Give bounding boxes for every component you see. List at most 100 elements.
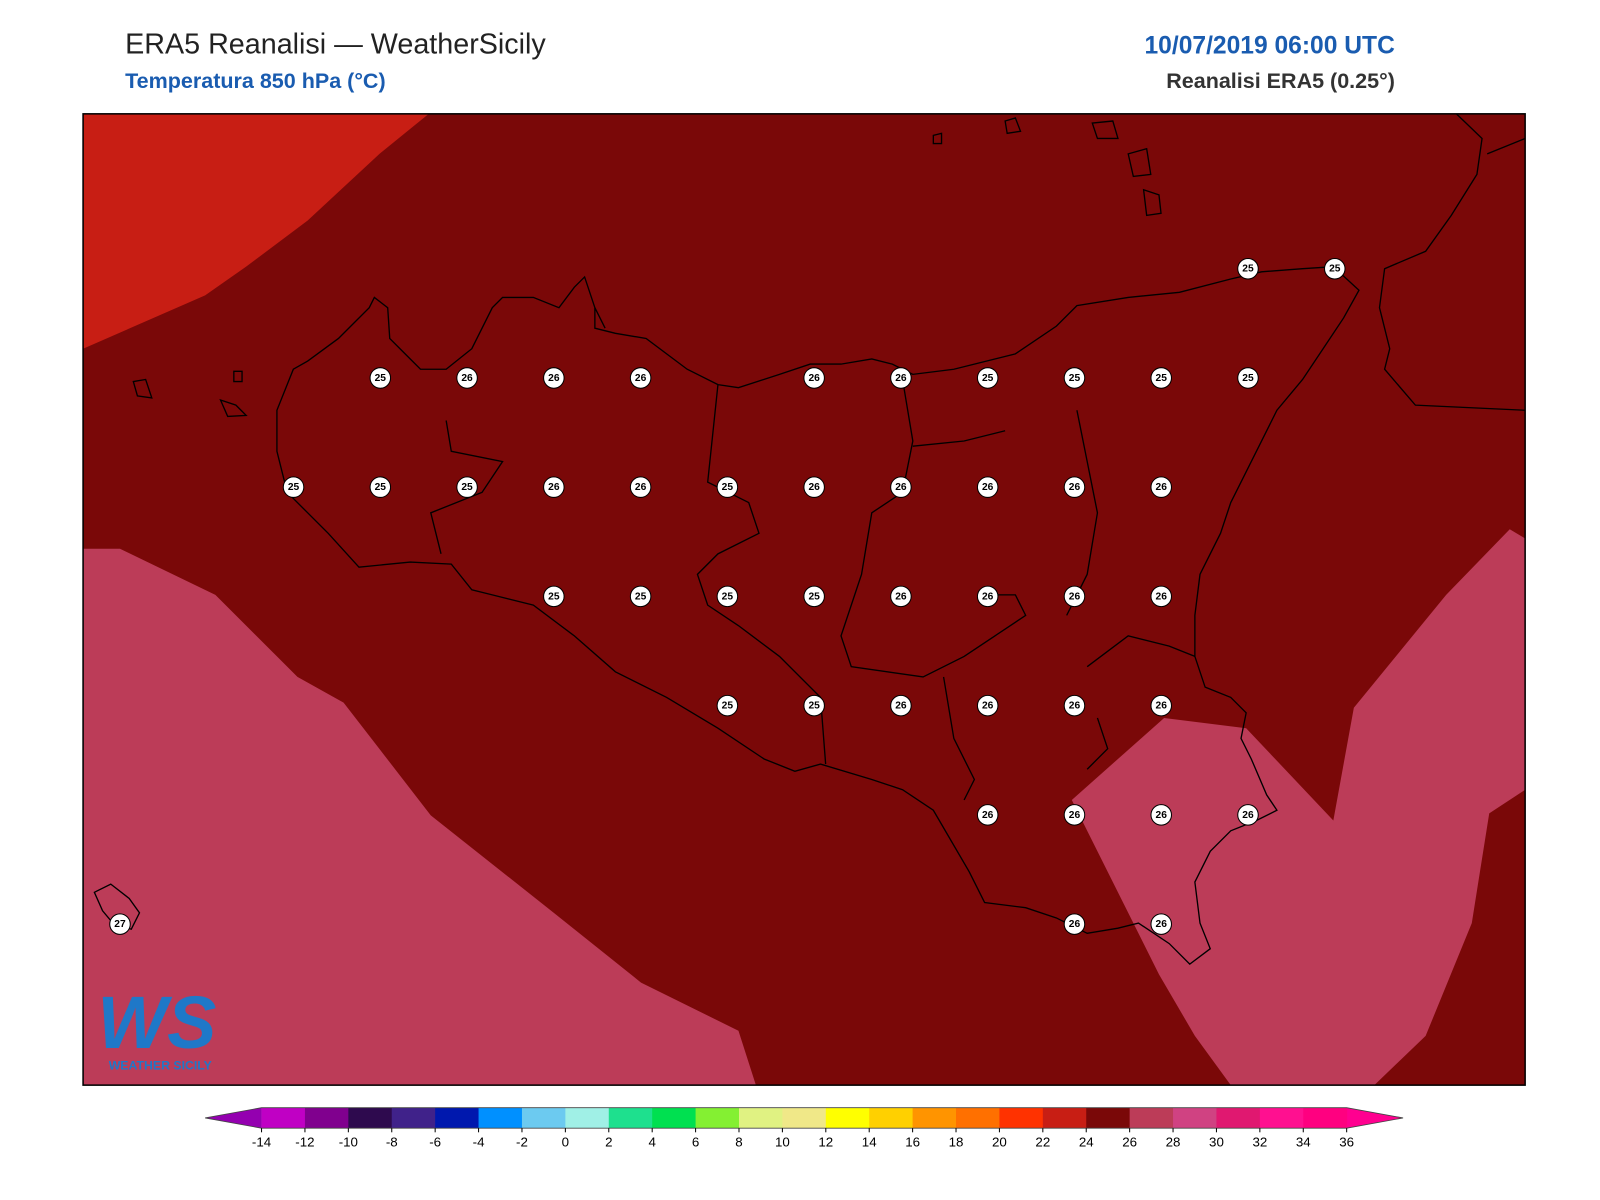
point-marker [716,476,739,498]
colorbar-tick-label: 22 [1035,1135,1050,1150]
colorbar-segment [565,1107,610,1129]
colorbar-tick-label: 10 [775,1135,790,1150]
point: 25 [1324,257,1346,280]
point-label: 25 [808,701,820,712]
point: 25 [282,476,305,498]
point-marker [1324,257,1346,280]
islands [93,117,1162,931]
point: 26 [976,476,999,498]
point-label: 25 [548,591,560,602]
point: 25 [629,585,652,608]
point-marker [1237,804,1259,826]
field-22-24 [83,113,429,349]
colorbar-segment [1259,1107,1304,1129]
point-label: 26 [1156,591,1168,602]
colorbar-tick-label: -6 [429,1135,441,1150]
source: Reanalisi ERA5 (0.25°) [1166,69,1395,93]
point-values: 25 25 25 26 26 26 26 26 25 25 25 25 25 25 25 26 26 25 26 26… [109,257,1346,935]
point-label: 26 [1069,919,1081,930]
colorbar-tick-label: 18 [949,1135,964,1150]
point-marker [1063,804,1086,826]
colorbar-segment [304,1107,349,1129]
field-26-28 [1071,529,1526,1086]
colorbar-tick-label: 34 [1296,1135,1311,1150]
point-label: 26 [895,701,907,712]
point-label: 26 [1069,482,1081,493]
point-marker [1150,913,1172,935]
point: 26 [890,476,912,498]
point: 26 [890,367,912,389]
point: 25 [1063,367,1086,389]
colorbar-segment [652,1107,697,1129]
colorbar-tick-label: 30 [1209,1135,1224,1150]
point: 26 [1150,585,1172,608]
point-marker [716,694,739,717]
point: 25 [716,585,739,608]
point-label: 26 [461,373,473,384]
point-label: 26 [982,482,994,493]
point-marker [716,585,739,608]
colorbar-segment [1216,1107,1261,1129]
colorbar-tick-label: 32 [1252,1135,1267,1150]
colorbar-segment [1303,1107,1348,1129]
point-label: 25 [722,591,734,602]
colorbar-tick-label: 14 [862,1135,877,1150]
colorbar-tick-label: -10 [339,1135,358,1150]
colorbar-segment [348,1107,393,1129]
point: 26 [803,367,825,389]
colorbar-extend-max [1346,1107,1404,1129]
point: 26 [890,585,912,608]
point-marker [803,585,825,608]
point-marker [803,694,825,717]
point-label: 25 [1156,373,1168,384]
province-borders [429,307,1196,801]
point-marker [976,585,999,608]
point-label: 25 [461,482,473,493]
point-marker [543,476,565,498]
point: 26 [543,476,565,498]
colorbar-tick-label: 20 [992,1135,1007,1150]
colorbar-tick-label: 8 [735,1135,742,1150]
point-marker [1237,367,1259,389]
colorbar-segment [1173,1107,1217,1129]
colorbar-tick-label: -4 [473,1135,485,1150]
point: 26 [629,476,652,498]
point-marker [543,367,565,389]
point-marker [1150,694,1172,717]
point: 25 [1237,257,1259,280]
point-marker [543,585,565,608]
point-label: 26 [1069,810,1081,821]
point: 25 [543,585,565,608]
point-label: 25 [288,482,300,493]
colorbar-tick-label: 2 [605,1135,612,1150]
point: 25 [369,367,392,389]
point-label: 25 [1329,264,1341,275]
point-marker [282,476,305,498]
point-marker [976,476,999,498]
point-label: 26 [548,373,560,384]
colorbar-segment [1042,1107,1087,1129]
calabria-coast [1378,113,1526,411]
point-label: 25 [808,591,820,602]
point-label: 25 [635,591,647,602]
point: 26 [1237,804,1259,826]
sicily-coast [276,265,1360,965]
colorbar-segment [1086,1107,1131,1129]
point-marker [976,804,999,826]
colorbar-tick-label: 6 [692,1135,699,1150]
colorbar-tick-label: 4 [648,1135,656,1150]
point-marker [629,476,652,498]
colorbar-tick-label: 16 [905,1135,920,1150]
point-label: 25 [722,482,734,493]
point: 26 [543,367,565,389]
point-label: 26 [982,701,994,712]
point: 26 [1063,804,1086,826]
point-marker [803,367,825,389]
colorbar-tick-label: 36 [1339,1135,1354,1150]
point: 26 [890,694,912,717]
logo-mark: WS [97,981,216,1064]
colorbar: -14 -12 -10 -8 -6 -4 -2 0 2 4 6 8 10 12 14 16 18 20 22 24 26… [205,1107,1404,1150]
point-marker [1150,476,1172,498]
colorbar-tick-label: -14 [252,1135,272,1150]
